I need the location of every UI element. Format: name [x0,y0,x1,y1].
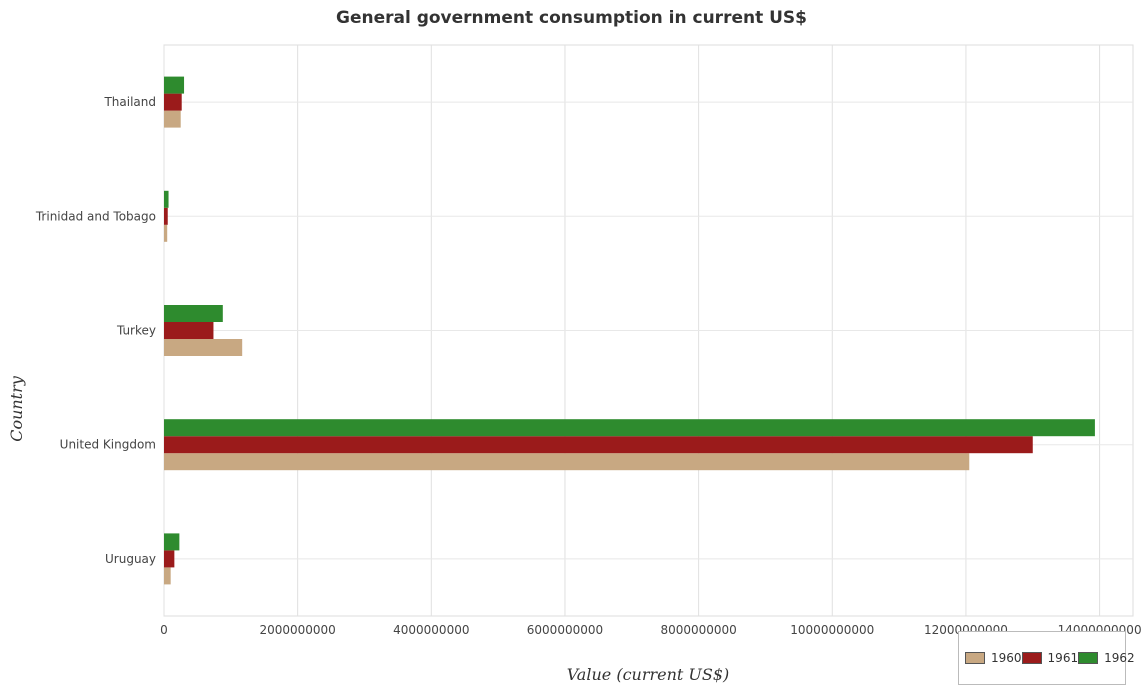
bar-1961-thailand [164,93,182,111]
legend-label: 1962 [1104,651,1135,665]
bar-1961-united-kingdom [164,436,1033,454]
x-tick-label: 8000000000 [660,623,736,637]
y-axis-title: Country [7,375,26,442]
y-tick-label: Trinidad and Tobago [35,209,156,223]
legend-item-1961: 1961 [1021,651,1079,665]
bar-1960-uruguay [164,567,171,585]
bars [164,76,1095,585]
legend: 1960 1961 1962 [958,631,1135,685]
legend-swatch [965,652,985,664]
bar-1961-uruguay [164,550,175,568]
bar-1960-turkey [164,339,243,356]
x-tick-label: 0 [160,623,168,637]
y-tick-label: Uruguay [105,552,156,566]
y-tick-label: Turkey [116,324,156,338]
legend-swatch [1078,652,1099,664]
legend-item-1962: 1962 [1078,651,1135,665]
bar-1962-united-kingdom [164,419,1095,437]
x-tick-label: 2000000000 [259,623,335,637]
bar-1962-trinidad-and-tobago [164,190,169,208]
legend-label: 1960 [991,651,1022,665]
bar-1961-turkey [164,322,214,339]
bar-1961-trinidad-and-tobago [164,207,168,225]
bar-1962-thailand [164,76,185,94]
bar-1960-trinidad-and-tobago [164,224,168,242]
legend-label: 1961 [1047,651,1079,665]
bar-1960-united-kingdom [164,453,970,471]
y-tick-label: Thailand [103,95,156,109]
x-axis-title: Value (current US$) [567,665,730,684]
x-tick-label: 4000000000 [393,623,469,637]
bar-1960-thailand [164,110,181,128]
chart-title: General government consumption in curren… [335,8,808,28]
y-tick-label: United Kingdom [60,438,156,452]
x-tick-label: 6000000000 [527,623,603,637]
grid-lines [163,44,1134,617]
bar-1962-turkey [164,305,223,322]
legend-item-1960: 1960 [965,651,1022,665]
x-tick-label: 10000000000 [790,623,874,637]
bar-1962-uruguay [164,533,180,551]
legend-swatch [1021,652,1042,664]
y-axis-ticks: Thailand Trinidad and Tobago Turkey United … [35,95,156,566]
